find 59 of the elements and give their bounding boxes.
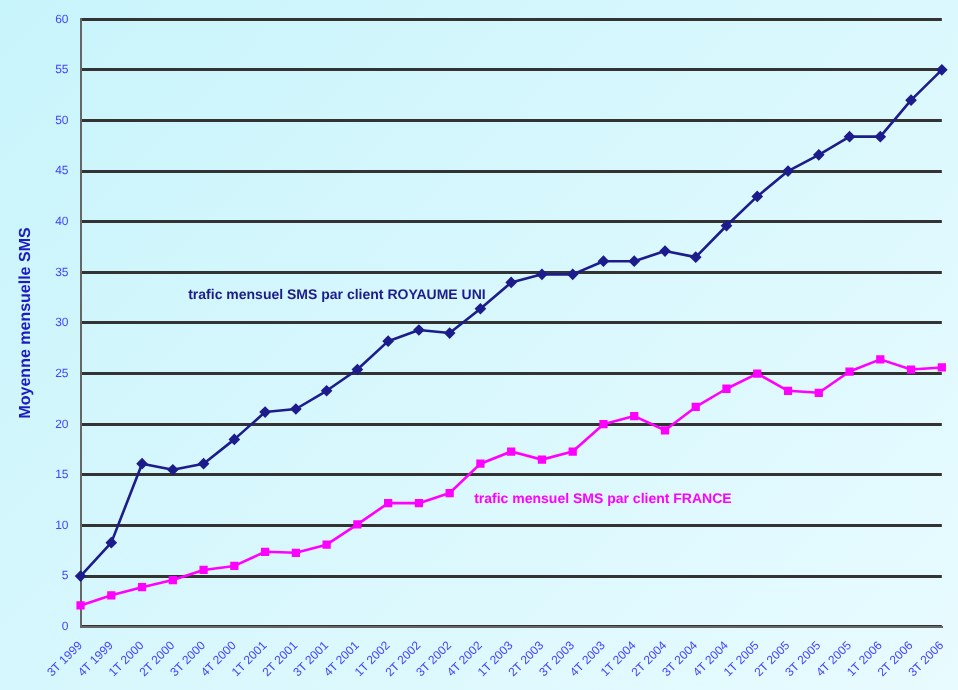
point xyxy=(876,355,885,364)
point xyxy=(230,561,239,571)
point xyxy=(936,64,948,76)
point xyxy=(137,583,147,592)
point xyxy=(168,575,177,585)
point xyxy=(229,434,240,445)
point xyxy=(691,402,700,412)
point xyxy=(659,245,671,257)
point xyxy=(352,364,363,375)
point xyxy=(199,565,208,575)
point xyxy=(783,386,793,395)
point xyxy=(875,131,886,142)
point xyxy=(260,547,270,556)
point xyxy=(414,499,424,508)
point xyxy=(628,255,640,267)
point xyxy=(536,269,548,280)
point xyxy=(75,570,86,582)
point xyxy=(76,601,85,610)
point xyxy=(905,94,917,106)
point xyxy=(322,540,331,549)
point xyxy=(384,499,393,508)
point xyxy=(382,335,394,347)
point xyxy=(413,324,425,336)
point xyxy=(475,303,486,315)
point xyxy=(167,464,179,476)
point xyxy=(937,363,946,372)
point xyxy=(476,459,485,468)
point xyxy=(198,458,209,469)
point xyxy=(722,384,731,393)
point xyxy=(136,458,148,469)
point xyxy=(660,426,670,435)
point xyxy=(753,369,762,378)
y-axis-title: Moyenne mensuelle SMS xyxy=(16,226,35,419)
point xyxy=(814,388,823,397)
point xyxy=(507,447,516,456)
point xyxy=(906,365,916,374)
point xyxy=(721,220,732,232)
point xyxy=(845,367,854,376)
point xyxy=(630,411,639,421)
point xyxy=(444,327,455,339)
point xyxy=(567,269,578,280)
point xyxy=(290,403,302,415)
point xyxy=(259,406,271,418)
point xyxy=(782,165,794,177)
point xyxy=(690,251,702,263)
point xyxy=(813,149,825,161)
point xyxy=(844,131,855,142)
point xyxy=(505,277,517,288)
point xyxy=(568,447,577,456)
point xyxy=(107,591,116,600)
point xyxy=(353,520,362,529)
point xyxy=(445,488,454,498)
point xyxy=(598,255,609,267)
point xyxy=(106,537,117,548)
point xyxy=(291,548,300,557)
point xyxy=(537,455,547,464)
point xyxy=(321,385,332,397)
point xyxy=(599,420,608,429)
point xyxy=(751,191,763,202)
